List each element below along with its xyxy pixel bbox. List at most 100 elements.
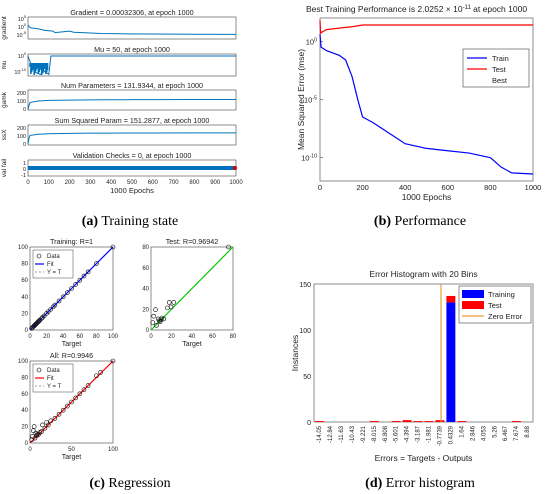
subplot-ytick-1-1: 10-10 <box>14 68 26 76</box>
y-axis-label: Mean Squared Error (mse) <box>296 49 306 150</box>
xtick: 0 <box>26 180 30 186</box>
regression-ytick: 80 <box>21 375 28 381</box>
data-point <box>48 306 54 312</box>
regression-title-1: Test: R=0.96942 <box>166 237 219 246</box>
data-point <box>40 422 45 428</box>
data-point <box>44 311 49 316</box>
xtick-19: 8.88 <box>525 425 531 437</box>
axes-frame <box>319 17 534 182</box>
regression-title-2: All: R=0.9946 <box>50 351 93 360</box>
data-point <box>40 315 45 320</box>
data-point <box>30 325 35 330</box>
legend-box <box>462 48 530 88</box>
regression-ytick: 20 <box>21 425 28 431</box>
xtick-11: -0.7739 <box>438 425 444 446</box>
subplot-line-0 <box>27 24 237 35</box>
subplot-ytick-3-0: 200 <box>17 126 26 132</box>
regression-ytick: 0 <box>146 328 150 334</box>
data-point <box>56 411 62 417</box>
subplot-line-3 <box>27 132 237 145</box>
data-point <box>153 307 158 313</box>
regression-legend-label: Data <box>47 254 60 260</box>
legend-label-1: Test <box>488 301 503 310</box>
chart-title: Best Training Performance is 2.0252 × 10… <box>306 4 527 14</box>
data-point <box>110 358 116 364</box>
regression-xtick: 100 <box>108 334 119 340</box>
data-point <box>32 435 38 441</box>
regression-xtick: 60 <box>76 334 83 340</box>
subplot-ylabel-1: mu <box>1 60 8 69</box>
y-axis-label: Instances <box>290 335 300 371</box>
fit-line <box>150 246 234 331</box>
xtick: 400 <box>106 180 117 186</box>
data-point <box>81 273 87 279</box>
data-point <box>151 313 157 319</box>
regression-ytick: 20 <box>142 307 149 313</box>
regression-xtick: 50 <box>68 447 75 453</box>
subplot-ylabel-3: ssX <box>1 129 8 141</box>
regression-xtick: 20 <box>168 334 175 340</box>
xtick-5: 1000 <box>525 183 542 192</box>
xtick-15: 4.053 <box>481 425 487 441</box>
xtick-8: -4.394 <box>405 425 411 443</box>
caption-c: (c) Regression <box>89 476 170 491</box>
subplot-ytick-0-0: 105 <box>18 15 26 23</box>
regression-legend-label: Y = T <box>47 270 62 276</box>
data-point <box>45 309 51 315</box>
subplot-frame-1 <box>27 53 237 77</box>
regression-xlabel-2: Target <box>62 454 82 461</box>
xtick-2: -11.63 <box>339 425 345 442</box>
subplot-line-2 <box>27 98 237 110</box>
data-point <box>32 322 38 328</box>
data-point <box>35 431 40 437</box>
regression-ytick: 40 <box>21 408 28 414</box>
xtick: 800 <box>189 180 200 186</box>
data-point <box>36 318 42 324</box>
data-point <box>110 244 116 250</box>
x-axis-label: Errors = Targets - Outputs <box>375 453 473 463</box>
regression-title-0: Training: R=1 <box>50 237 93 246</box>
data-point <box>85 269 91 275</box>
xtick: 100 <box>44 180 55 186</box>
subplot-title-1: Mu = 50, at epoch 1000 <box>94 45 170 54</box>
regression-legend-label: Data <box>47 368 60 374</box>
regression-ytick: 100 <box>18 359 29 365</box>
regression-ytick: 60 <box>142 266 149 272</box>
bar-test-11 <box>435 420 445 422</box>
ytick-2: 10-10 <box>301 154 317 163</box>
bar-test-10 <box>424 421 434 422</box>
data-point <box>171 300 177 305</box>
legend-data-marker <box>36 367 42 373</box>
bar-test-9 <box>413 421 423 422</box>
xtick-2: 400 <box>399 183 412 192</box>
bar-training-12 <box>446 302 456 422</box>
data-point <box>37 317 43 323</box>
subplot-ytick-3-1: 100 <box>17 134 26 140</box>
series-line-train <box>319 34 534 175</box>
legend-swatch-1 <box>462 301 484 309</box>
regression-ytick: 80 <box>142 245 149 251</box>
regression-ytick: 40 <box>142 287 149 293</box>
legend-swatch-0 <box>462 290 484 298</box>
caption-b: (b) Performance <box>374 214 466 229</box>
legend-data-marker <box>36 253 42 259</box>
regression-ytick: 20 <box>21 311 28 317</box>
ytick-0: 100 <box>306 37 317 46</box>
data-point <box>50 304 56 310</box>
xtick: 500 <box>127 180 138 186</box>
performance-panel: Best Training Performance is 2.0252 × 10… <box>296 4 541 202</box>
regression-xlabel-0: Target <box>62 341 82 348</box>
subplot-ytick-2-0: 200 <box>17 91 26 97</box>
regression-ytick: 0 <box>25 328 29 334</box>
xtick-16: 5.26 <box>492 425 498 437</box>
data-point <box>65 403 70 409</box>
xtick: 600 <box>148 180 159 186</box>
data-point <box>31 323 37 329</box>
data-point <box>77 277 83 283</box>
xtick-3: -10.43 <box>350 425 356 443</box>
training-state-panel: Gradient = 0.00032306, at epoch 1000 grad… <box>1 8 243 195</box>
data-point <box>42 425 48 431</box>
bar-test-7 <box>391 421 401 422</box>
data-point <box>85 383 91 388</box>
